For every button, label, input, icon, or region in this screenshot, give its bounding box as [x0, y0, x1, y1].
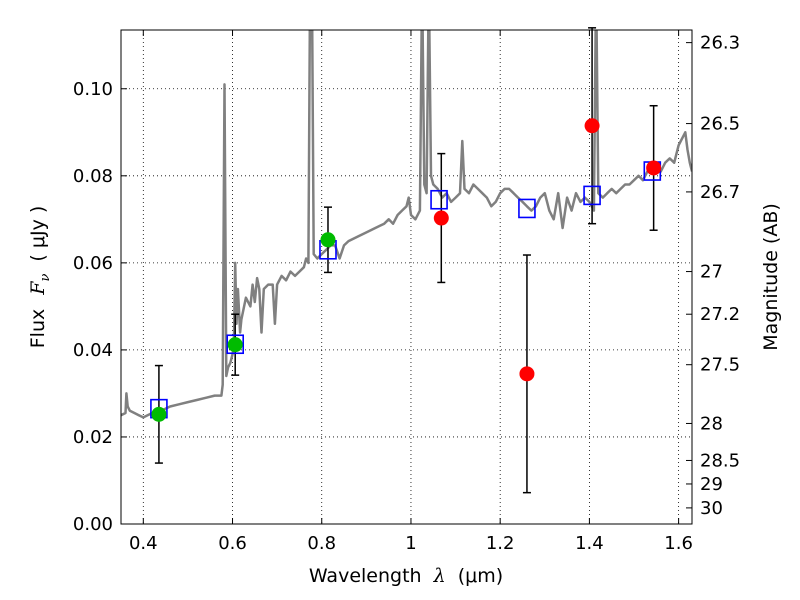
plot-frame [120, 29, 693, 525]
x-tick-label: 0.8 [307, 533, 336, 554]
ticks: 0.4 0.6 0.8 1 1.2 1.4 1.6 0.00 0.02 0.04 0.06 0.08 0… [73, 30, 740, 554]
markers [150, 118, 662, 422]
y2-tick-label: 27.2 [700, 304, 740, 325]
y2-tick-label: 26.7 [700, 182, 740, 203]
y-tick-label: 0.04 [73, 340, 113, 361]
x-tick-label: 1.4 [575, 533, 604, 554]
y-tick-label: 0.10 [73, 79, 113, 100]
y2-tick-label: 30 [700, 498, 723, 519]
y-axis-label: Flux Fν ( μJy ) [27, 206, 54, 349]
x-tick-label: 0.6 [218, 533, 247, 554]
y-tick-label: 0.08 [73, 166, 113, 187]
model-photometry-square [430, 189, 448, 210]
observed-flux-point [433, 210, 449, 226]
x-axis-label: Wavelength λ (μm) [309, 565, 503, 587]
observed-flux-point [151, 406, 167, 422]
model-photometry-square [583, 185, 601, 206]
y-tick-label: 0.02 [73, 427, 113, 448]
x-tick-label: 1.2 [486, 533, 515, 554]
observed-flux-point [227, 337, 243, 353]
model-photometry-square [518, 198, 536, 219]
observed-flux-point [646, 160, 662, 176]
y-tick-label: 0.00 [73, 514, 113, 535]
observed-flux-point [584, 118, 600, 134]
y2-tick-label: 26.5 [700, 114, 740, 135]
y2-tick-label: 28.5 [700, 450, 740, 471]
y2-tick-label: 27 [700, 262, 723, 283]
x-tick-label: 1 [405, 533, 416, 554]
observed-flux-point [519, 366, 535, 382]
y2-tick-label: 28 [700, 413, 723, 434]
x-tick-label: 0.4 [129, 533, 158, 554]
y2-tick-label: 26.3 [700, 33, 740, 54]
x-tick-label: 1.6 [664, 533, 693, 554]
y2-axis-label: Magnitude (AB) [760, 203, 782, 351]
y2-tick-label: 27.5 [700, 355, 740, 376]
y-tick-label: 0.06 [73, 253, 113, 274]
observed-flux-point [320, 232, 336, 248]
plot-area [121, 30, 692, 524]
model-photometry-square [226, 334, 244, 355]
y2-tick-label: 29 [700, 474, 723, 495]
